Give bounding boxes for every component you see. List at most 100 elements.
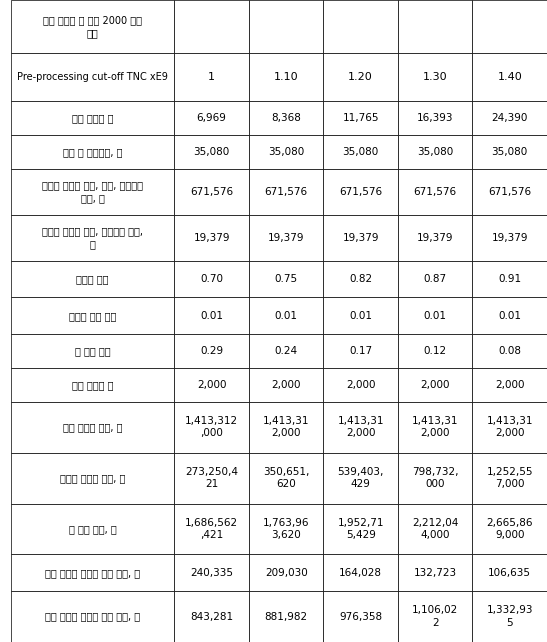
Text: 0.17: 0.17 (349, 346, 372, 356)
Bar (323, 169, 398, 214)
Bar (11, 402, 174, 453)
Text: 1.30: 1.30 (423, 72, 447, 82)
Bar (174, 53, 249, 101)
Text: 164,028: 164,028 (339, 568, 382, 578)
Bar (174, 368, 249, 402)
Text: 1,413,312
,000: 1,413,312 ,000 (185, 416, 238, 438)
Text: 총 보관 비율: 총 보관 비율 (75, 346, 110, 356)
Bar (174, 334, 249, 368)
Bar (323, 135, 398, 169)
Bar (174, 297, 249, 334)
Text: 0.08: 0.08 (498, 346, 521, 356)
Bar (174, 135, 249, 169)
Text: 1,332,93
5: 1,332,93 5 (486, 605, 533, 628)
Text: 35,080: 35,080 (417, 147, 453, 157)
Text: 798,732,
000: 798,732, 000 (412, 467, 458, 489)
Text: 1,106,02
2: 1,106,02 2 (412, 605, 458, 628)
Bar (323, 214, 398, 261)
Bar (323, 334, 398, 368)
Text: 총 소요 비용, 원: 총 소요 비용, 원 (69, 524, 117, 534)
Bar (11, 555, 174, 591)
Text: 2,000: 2,000 (421, 380, 450, 390)
Bar (249, 214, 323, 261)
Text: 1,413,31
2,000: 1,413,31 2,000 (263, 416, 310, 438)
Text: 671,576: 671,576 (265, 187, 308, 196)
Bar (398, 453, 473, 503)
Text: 1.10: 1.10 (274, 72, 299, 82)
Text: 843,281: 843,281 (190, 612, 233, 621)
Text: 19,379: 19,379 (193, 232, 230, 243)
Text: 보관 제대혈 비용, 원: 보관 제대혈 비용, 원 (63, 422, 123, 432)
Bar (249, 453, 323, 503)
Bar (249, 53, 323, 101)
Bar (398, 503, 473, 555)
Text: 19,379: 19,379 (417, 232, 453, 243)
Bar (323, 368, 398, 402)
Text: 0.91: 0.91 (498, 274, 521, 284)
Bar (249, 334, 323, 368)
Bar (249, 169, 323, 214)
Bar (11, 135, 174, 169)
Bar (473, 402, 547, 453)
Text: 35,080: 35,080 (342, 147, 379, 157)
Text: 0.01: 0.01 (424, 311, 447, 321)
Text: 1,686,562
,421: 1,686,562 ,421 (185, 518, 238, 540)
Bar (473, 297, 547, 334)
Bar (249, 135, 323, 169)
Bar (473, 453, 547, 503)
Text: 0.87: 0.87 (423, 274, 447, 284)
Text: 부적합 제대혈 검사, 추후관리 비용,
원: 부적합 제대혈 검사, 추후관리 비용, 원 (42, 227, 143, 249)
Bar (323, 297, 398, 334)
Bar (174, 101, 249, 135)
Text: 부적합 제대혈 비용, 원: 부적합 제대혈 비용, 원 (60, 473, 125, 483)
Bar (323, 53, 398, 101)
Text: 11,765: 11,765 (342, 113, 379, 123)
Text: 1,413,31
2,000: 1,413,31 2,000 (412, 416, 458, 438)
Bar (398, 368, 473, 402)
Text: 350,651,
620: 350,651, 620 (263, 467, 309, 489)
Bar (249, 503, 323, 555)
Bar (11, 591, 174, 642)
Text: 106,635: 106,635 (488, 568, 531, 578)
Bar (398, 591, 473, 642)
Text: 0.01: 0.01 (349, 311, 372, 321)
Bar (11, 368, 174, 402)
Bar (249, 0, 323, 53)
Bar (398, 53, 473, 101)
Bar (398, 261, 473, 297)
Text: 35,080: 35,080 (194, 147, 230, 157)
Bar (323, 402, 398, 453)
Text: 1,763,96
3,620: 1,763,96 3,620 (263, 518, 310, 540)
Text: 671,576: 671,576 (339, 187, 382, 196)
Bar (249, 591, 323, 642)
Bar (249, 101, 323, 135)
Text: 1,413,31
2,000: 1,413,31 2,000 (486, 416, 533, 438)
Text: 0.01: 0.01 (275, 311, 298, 321)
Bar (473, 555, 547, 591)
Text: 보관 제대혈 수: 보관 제대혈 수 (72, 380, 113, 390)
Text: 2,000: 2,000 (495, 380, 525, 390)
Text: 19,379: 19,379 (492, 232, 528, 243)
Text: 209,030: 209,030 (265, 568, 307, 578)
Text: 16,393: 16,393 (417, 113, 453, 123)
Text: 0.29: 0.29 (200, 346, 223, 356)
Text: 1,413,31
2,000: 1,413,31 2,000 (337, 416, 384, 438)
Bar (249, 261, 323, 297)
Bar (11, 0, 174, 53)
Text: 8,368: 8,368 (271, 113, 301, 123)
Bar (398, 135, 473, 169)
Bar (323, 261, 398, 297)
Text: 273,250,4
21: 273,250,4 21 (185, 467, 238, 489)
Bar (323, 591, 398, 642)
Text: 보관 제대혈 단위당 소요 비용, 원: 보관 제대혈 단위당 소요 비용, 원 (45, 612, 140, 621)
Bar (473, 53, 547, 101)
Bar (174, 214, 249, 261)
Bar (174, 555, 249, 591)
Text: 0.01: 0.01 (200, 311, 223, 321)
Bar (174, 503, 249, 555)
Text: 1.40: 1.40 (497, 72, 522, 82)
Bar (249, 297, 323, 334)
Bar (323, 503, 398, 555)
Text: 6,969: 6,969 (197, 113, 226, 123)
Text: 2,000: 2,000 (197, 380, 226, 390)
